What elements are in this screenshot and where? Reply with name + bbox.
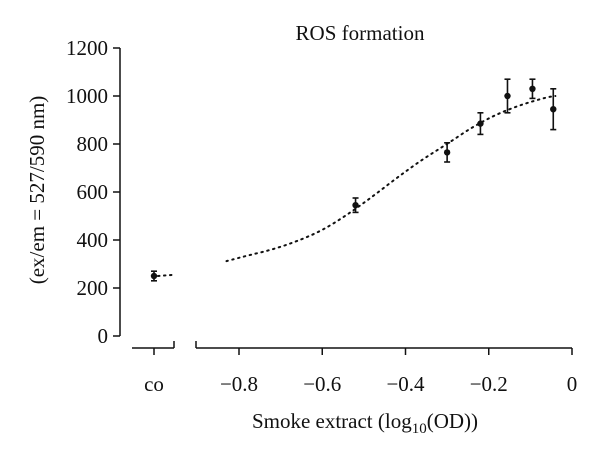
y-axis-title: (ex/em = 527/590 nm) — [25, 96, 49, 285]
x-axis: −0.8 −0.6 −0.4 −0.2 0 — [132, 341, 577, 396]
chart-title: ROS formation — [296, 21, 425, 45]
x-tick-label: −0.4 — [386, 372, 425, 396]
control-fit-stub — [157, 273, 175, 277]
data-point — [550, 106, 557, 113]
y-tick-label: 400 — [77, 228, 109, 252]
y-tick-label: 600 — [77, 180, 109, 204]
y-tick-label: 1200 — [66, 36, 108, 60]
chart-marks — [150, 78, 557, 282]
x-tick-label: 0 — [567, 372, 578, 396]
x-axis-title-subscript: 10 — [412, 421, 427, 437]
x-tick-label: −0.6 — [303, 372, 341, 396]
x-axis-title-end: (OD)) — [427, 409, 478, 433]
y-tick-label: 1000 — [66, 84, 108, 108]
data-point — [352, 202, 359, 209]
y-tick-label: 0 — [98, 324, 109, 348]
data-point — [504, 92, 511, 100]
y-axis: 0 200 400 600 800 1000 1200 — [66, 36, 121, 348]
fit-curve — [225, 95, 557, 263]
control-label: co — [144, 372, 164, 396]
data-point — [443, 149, 451, 156]
x-axis-title: Smoke extract (log10(OD)) — [252, 409, 478, 437]
y-tick-label: 800 — [77, 132, 109, 156]
x-tick-label: −0.2 — [470, 372, 508, 396]
control-point — [150, 272, 158, 280]
y-tick-label: 200 — [77, 276, 109, 300]
data-point — [477, 120, 484, 127]
data-point — [529, 85, 536, 93]
x-axis-title-main: Smoke extract (log — [252, 409, 412, 433]
x-tick-label: −0.8 — [220, 372, 258, 396]
